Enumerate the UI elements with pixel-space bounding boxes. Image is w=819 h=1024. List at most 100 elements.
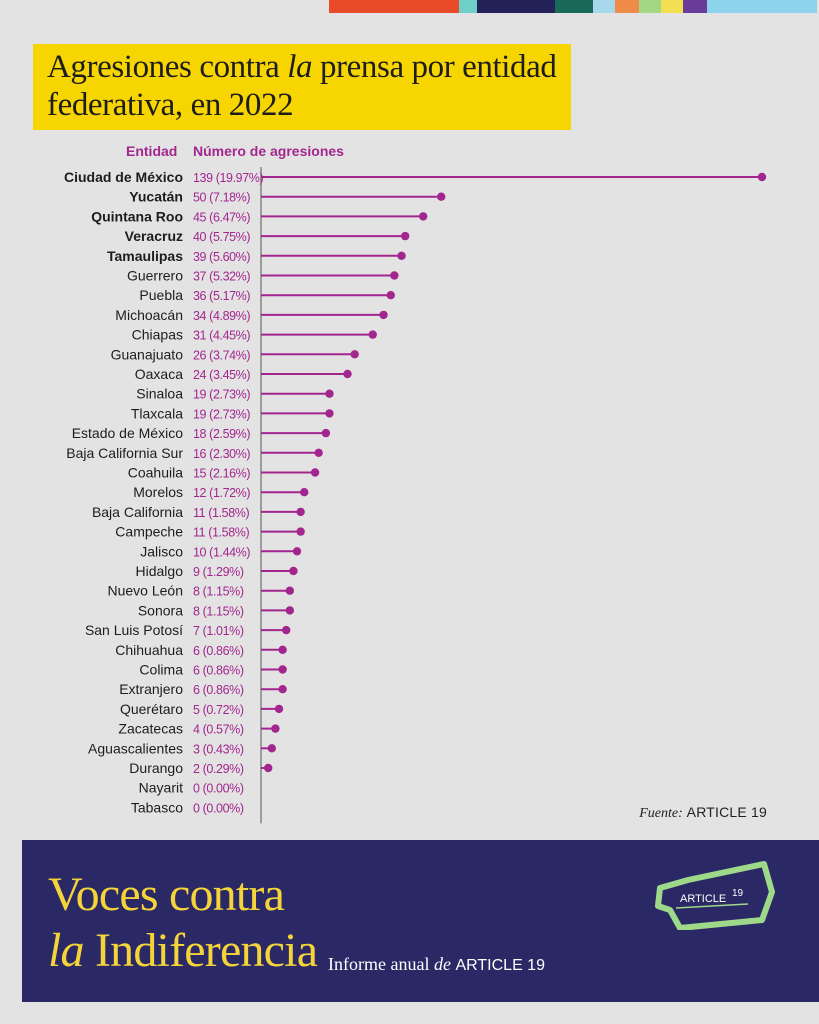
- category-label: Chihuahua: [115, 642, 183, 658]
- title-line-2: federativa, en 2022: [47, 87, 294, 123]
- category-label: Yucatán: [129, 189, 183, 205]
- stripe-segment: [329, 0, 459, 13]
- value-label: 0 (0.00%): [193, 782, 244, 796]
- value-label: 19 (2.73%): [193, 388, 250, 402]
- lollipop-dot: [267, 744, 277, 753]
- value-label: 19 (2.73%): [193, 407, 250, 421]
- lollipop-dot: [310, 468, 320, 477]
- value-label: 8 (1.15%): [193, 604, 244, 618]
- value-label: 26 (3.74%): [193, 348, 250, 362]
- value-label: 6 (0.86%): [193, 664, 244, 678]
- category-label: Puebla: [139, 287, 183, 303]
- lollipop-dot: [400, 231, 410, 241]
- stripe-segment: [477, 0, 555, 13]
- report-caption: Informe anual de ARTICLE 19: [328, 954, 545, 974]
- category-label: Colima: [139, 662, 183, 678]
- lollipop-dot: [296, 507, 305, 517]
- stripe-segment: [593, 0, 615, 13]
- category-label: Ciudad de México: [64, 169, 183, 185]
- lollipop-chart: Ciudad de México 139 (19.97%) Yucatán 50 (7…: [64, 167, 767, 824]
- entity-column-header: Entidad: [126, 143, 178, 159]
- lollipop-dot: [278, 685, 287, 694]
- lollipop-dot: [282, 625, 291, 635]
- value-label: 12 (1.72%): [193, 486, 250, 500]
- lollipop-dot: [757, 172, 767, 182]
- value-label: 24 (3.45%): [193, 368, 250, 382]
- stripe-segment: [615, 0, 639, 13]
- category-label: Morelos: [133, 484, 183, 500]
- lollipop-dot: [278, 665, 287, 674]
- lollipop-dot: [397, 251, 406, 260]
- lollipop-dot: [300, 488, 309, 497]
- value-label: 39 (5.60%): [193, 250, 250, 264]
- value-label: 16 (2.30%): [193, 447, 250, 461]
- lollipop-dot: [271, 724, 280, 733]
- category-label: Baja California: [92, 504, 183, 520]
- value-label: 4 (0.57%): [193, 723, 244, 737]
- category-label: Estado de México: [72, 425, 183, 441]
- lollipop-dot: [437, 192, 446, 201]
- lollipop-dot: [314, 448, 323, 457]
- lollipop-dot: [292, 547, 302, 556]
- category-label: Querétaro: [120, 701, 183, 717]
- category-label: Veracruz: [125, 228, 183, 244]
- lollipop-dot: [278, 645, 287, 654]
- lollipop-dot: [285, 606, 295, 615]
- value-label: 8 (1.15%): [193, 585, 244, 599]
- value-label: 9 (1.29%): [193, 565, 244, 579]
- lollipop-dot: [379, 310, 388, 320]
- footer-banner: Voces contra la Indiferencia Informe anu…: [22, 840, 819, 1002]
- source-note: Fuente: ARTICLE 19: [639, 804, 767, 821]
- value-label: 45 (6.47%): [193, 210, 250, 224]
- brand-title-line-1: Voces contra: [48, 868, 285, 921]
- value-label: 15 (2.16%): [193, 467, 250, 481]
- chart-title: Agresiones contra la prensa por entidad …: [33, 44, 571, 130]
- category-label: San Luis Potosí: [85, 622, 183, 638]
- article19-logo: ARTICLE 19: [655, 861, 775, 930]
- stripe-segment: [639, 0, 661, 13]
- lollipop-dot: [325, 409, 334, 418]
- stripe-segment: [661, 0, 683, 13]
- value-label: 37 (5.32%): [193, 270, 250, 284]
- title-line-1: Agresiones contra la prensa por entidad: [47, 49, 557, 85]
- value-label: 31 (4.45%): [193, 329, 250, 343]
- category-label: Tabasco: [131, 799, 183, 815]
- value-label: 50 (7.18%): [193, 191, 250, 205]
- value-label: 6 (0.86%): [193, 683, 244, 697]
- stripe-segment: [707, 0, 817, 13]
- category-label: Tamaulipas: [107, 248, 183, 264]
- category-label: Tlaxcala: [131, 405, 183, 421]
- category-label: Durango: [129, 760, 183, 776]
- lollipop-dot: [321, 428, 331, 438]
- lollipop-dot: [418, 212, 428, 221]
- category-label: Guanajuato: [111, 346, 184, 362]
- value-label: 2 (0.29%): [193, 762, 244, 776]
- category-label: Zacatecas: [118, 721, 183, 737]
- category-label: Aguascalientes: [88, 740, 183, 756]
- stripe-segment: [555, 0, 593, 13]
- value-label: 11 (1.58%): [193, 526, 249, 540]
- category-label: Coahuila: [128, 465, 183, 481]
- category-label: Hidalgo: [136, 563, 184, 579]
- count-column-header: Número de agresiones: [193, 143, 344, 159]
- value-label: 40 (5.75%): [193, 230, 250, 244]
- value-label: 6 (0.86%): [193, 644, 244, 658]
- value-label: 3 (0.43%): [193, 742, 244, 756]
- value-label: 18 (2.59%): [193, 427, 250, 441]
- lollipop-dot: [325, 389, 334, 398]
- value-label: 139 (19.97%): [193, 171, 263, 185]
- value-label: 5 (0.72%): [193, 703, 244, 717]
- category-label: Campeche: [115, 524, 183, 540]
- category-label: Sonora: [138, 602, 183, 618]
- category-label: Quintana Roo: [91, 208, 183, 224]
- value-label: 7 (1.01%): [193, 624, 244, 638]
- stripe-segment: [683, 0, 707, 13]
- lollipop-dot: [343, 369, 352, 379]
- category-label: Nuevo León: [107, 583, 183, 599]
- value-label: 0 (0.00%): [193, 801, 244, 815]
- lollipop-dot: [274, 704, 284, 714]
- value-label: 34 (4.89%): [193, 309, 250, 323]
- category-label: Baja California Sur: [66, 445, 183, 461]
- category-label: Michoacán: [115, 307, 183, 323]
- logo-number: 19: [732, 888, 744, 899]
